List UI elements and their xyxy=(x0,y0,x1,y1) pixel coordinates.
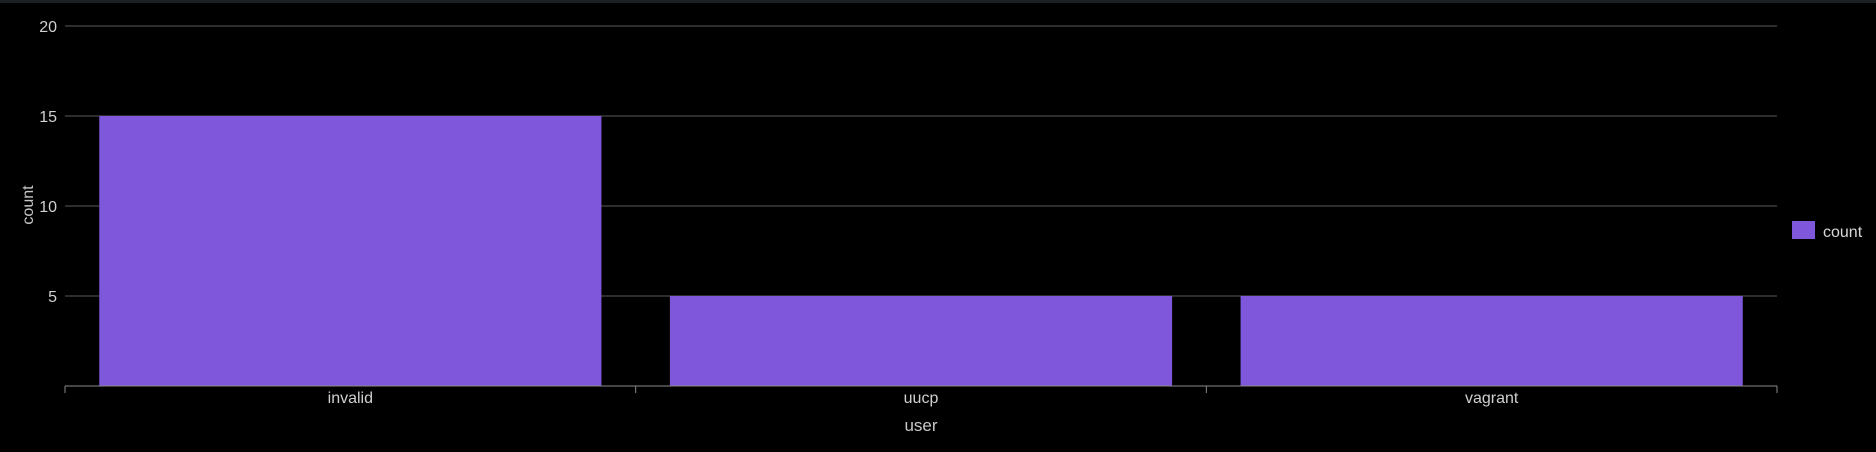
x-axis-label: user xyxy=(904,416,937,435)
bar-vagrant[interactable] xyxy=(1240,296,1743,386)
y-tick-label: 5 xyxy=(48,289,57,306)
top-border xyxy=(0,0,1876,3)
x-tick-label: uucp xyxy=(904,390,939,407)
y-tick-label: 15 xyxy=(39,109,57,126)
x-axis xyxy=(64,385,1778,393)
legend-label-count: count xyxy=(1823,224,1863,241)
bar-uucp[interactable] xyxy=(669,296,1173,386)
y-tick-label: 10 xyxy=(39,199,57,216)
y-axis-label: count xyxy=(20,185,37,225)
bars xyxy=(99,116,1743,386)
legend[interactable]: count xyxy=(1792,221,1863,241)
y-tick-label: 20 xyxy=(39,19,57,36)
x-tick-label: invalid xyxy=(328,390,373,407)
bar-invalid[interactable] xyxy=(99,116,602,386)
y-axis-ticks: 5 10 15 20 xyxy=(39,19,57,306)
x-tick-label: vagrant xyxy=(1465,390,1519,407)
x-axis-ticks: invalid uucp vagrant xyxy=(328,390,1519,407)
legend-swatch xyxy=(1792,221,1815,239)
